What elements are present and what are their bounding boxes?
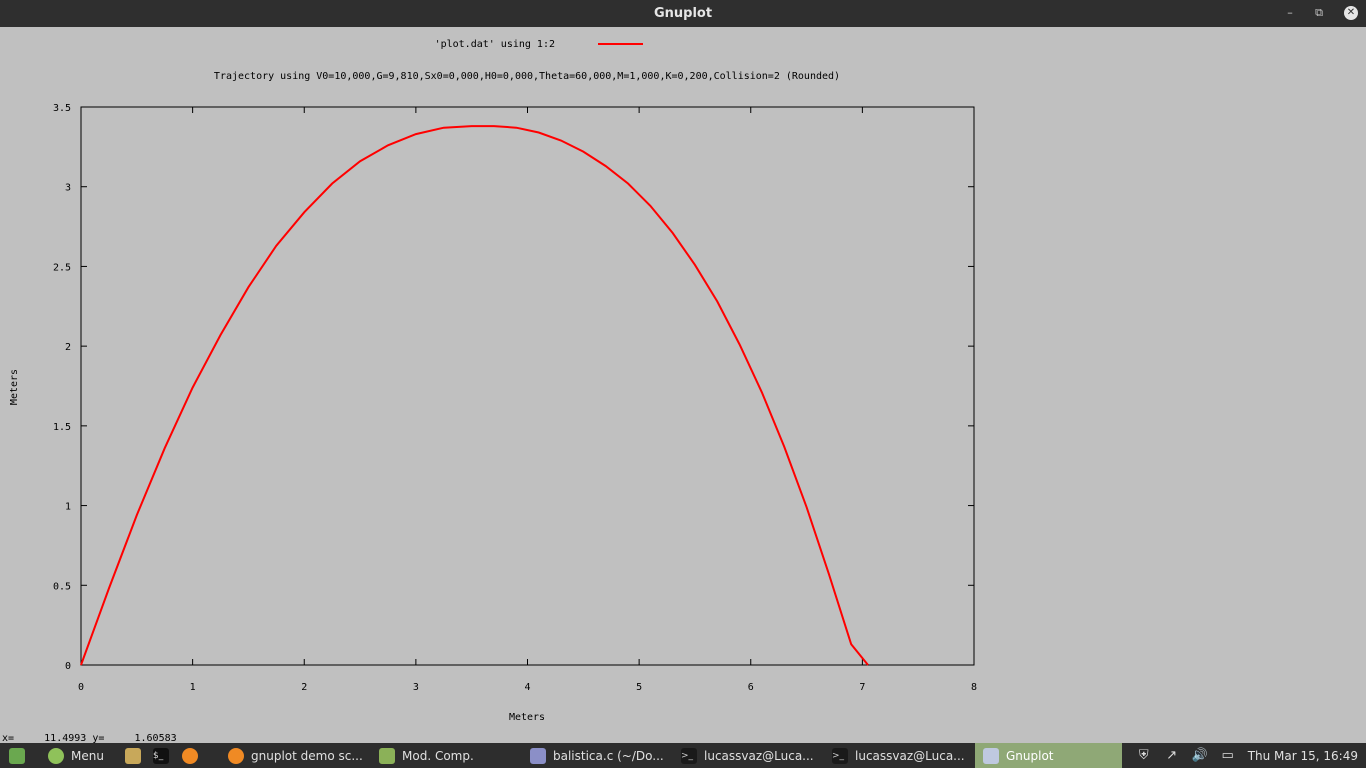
close-button[interactable]: ✕ xyxy=(1344,6,1358,20)
folder-icon xyxy=(379,747,395,764)
y-coord-label: y= xyxy=(92,733,105,744)
terminal-icon: >_ xyxy=(832,747,848,764)
task-label: lucassvaz@Luca... xyxy=(855,748,965,763)
launcher-firefox[interactable] xyxy=(182,743,204,768)
x-tick-label: 7 xyxy=(859,682,865,693)
y-tick-label: 3 xyxy=(65,183,71,194)
mouse-coordinates: x= 11.4993 y= 1.60583 xyxy=(2,733,177,744)
x-tick-label: 8 xyxy=(971,682,977,693)
text-editor-icon xyxy=(530,747,546,764)
x-tick-label: 1 xyxy=(190,682,196,693)
task-label: lucassvaz@Luca... xyxy=(704,748,814,763)
task-label: Mod. Comp. xyxy=(402,748,474,763)
menu-label: Menu xyxy=(71,748,104,763)
plot-area[interactable]: 'plot.dat' using 1:2 Trajectory using V0… xyxy=(0,27,1366,743)
trajectory-chart[interactable]: 'plot.dat' using 1:2 Trajectory using V0… xyxy=(0,27,1366,743)
y-axis-label: Meters xyxy=(9,369,20,405)
x-tick-label: 6 xyxy=(748,682,754,693)
restore-button[interactable]: ⧉ xyxy=(1315,6,1323,19)
show-desktop-button[interactable] xyxy=(4,743,30,768)
x-coord-value: 11.4993 xyxy=(44,733,87,744)
terminal-icon: >_ xyxy=(681,747,697,764)
minimize-button[interactable]: – xyxy=(1287,6,1293,19)
task-terminal-2[interactable]: >_ lucassvaz@Luca... xyxy=(832,743,972,768)
window-title: Gnuplot xyxy=(653,6,713,21)
x-tick-label: 5 xyxy=(636,682,642,693)
volume-icon[interactable]: 🔊 xyxy=(1191,747,1208,763)
launcher-files[interactable] xyxy=(125,743,147,768)
folder-icon xyxy=(125,747,141,764)
clock[interactable]: Thu Mar 15, 16:49 xyxy=(1247,748,1358,763)
task-label: balistica.c (~/Do... xyxy=(553,748,664,763)
y-tick-label: 3.5 xyxy=(53,103,71,114)
x-tick-label: 2 xyxy=(301,682,307,693)
y-tick-label: 1.5 xyxy=(53,422,71,433)
task-mod-comp[interactable]: Mod. Comp. xyxy=(379,743,519,768)
x-coord-label: x= xyxy=(2,733,15,744)
plot-frame xyxy=(80,106,975,666)
x-tick-label: 3 xyxy=(413,682,419,693)
y-tick-label: 2.5 xyxy=(53,262,71,273)
firefox-icon xyxy=(182,747,198,764)
y-tick-label: 1 xyxy=(65,502,71,513)
chart-title: Trajectory using V0=10,000,G=9,810,Sx0=0… xyxy=(214,71,840,82)
x-tick-label: 0 xyxy=(78,682,84,693)
trajectory-line xyxy=(80,125,869,666)
task-gnuplot-demo[interactable]: gnuplot demo sc... xyxy=(228,743,368,768)
launcher-terminal[interactable]: $_ xyxy=(153,743,175,768)
window-titlebar: Gnuplot – ⧉ ✕ xyxy=(0,0,1366,27)
task-terminal-1[interactable]: >_ lucassvaz@Luca... xyxy=(681,743,821,768)
task-label: Gnuplot xyxy=(1006,748,1054,763)
network-icon[interactable]: ↗ xyxy=(1166,747,1178,763)
y-tick-label: 0.5 xyxy=(53,581,71,592)
legend-label: 'plot.dat' using 1:2 xyxy=(435,39,555,50)
firefox-icon xyxy=(228,747,244,764)
taskbar: Menu $_ gnuplot demo sc... Mod. Comp. ba… xyxy=(0,743,1366,768)
desktop-icon xyxy=(9,747,25,764)
task-label: gnuplot demo sc... xyxy=(251,748,363,763)
shield-icon[interactable]: ⛨ xyxy=(1138,747,1149,763)
window-icon xyxy=(983,747,999,764)
y-coord-value: 1.60583 xyxy=(134,733,177,744)
menu-button[interactable]: Menu xyxy=(48,743,118,768)
terminal-icon: $_ xyxy=(153,747,169,764)
mint-logo-icon xyxy=(48,747,64,764)
x-axis-label: Meters xyxy=(509,712,545,723)
task-balistica[interactable]: balistica.c (~/Do... xyxy=(530,743,670,768)
battery-icon[interactable]: ▭ xyxy=(1221,747,1234,763)
system-tray: ⛨ ↗ 🔊 ▭ Thu Mar 15, 16:49 xyxy=(1130,743,1366,768)
task-gnuplot[interactable]: Gnuplot xyxy=(975,743,1122,768)
y-tick-label: 2 xyxy=(65,342,71,353)
y-tick-label: 0 xyxy=(65,661,71,672)
x-tick-label: 4 xyxy=(524,682,530,693)
